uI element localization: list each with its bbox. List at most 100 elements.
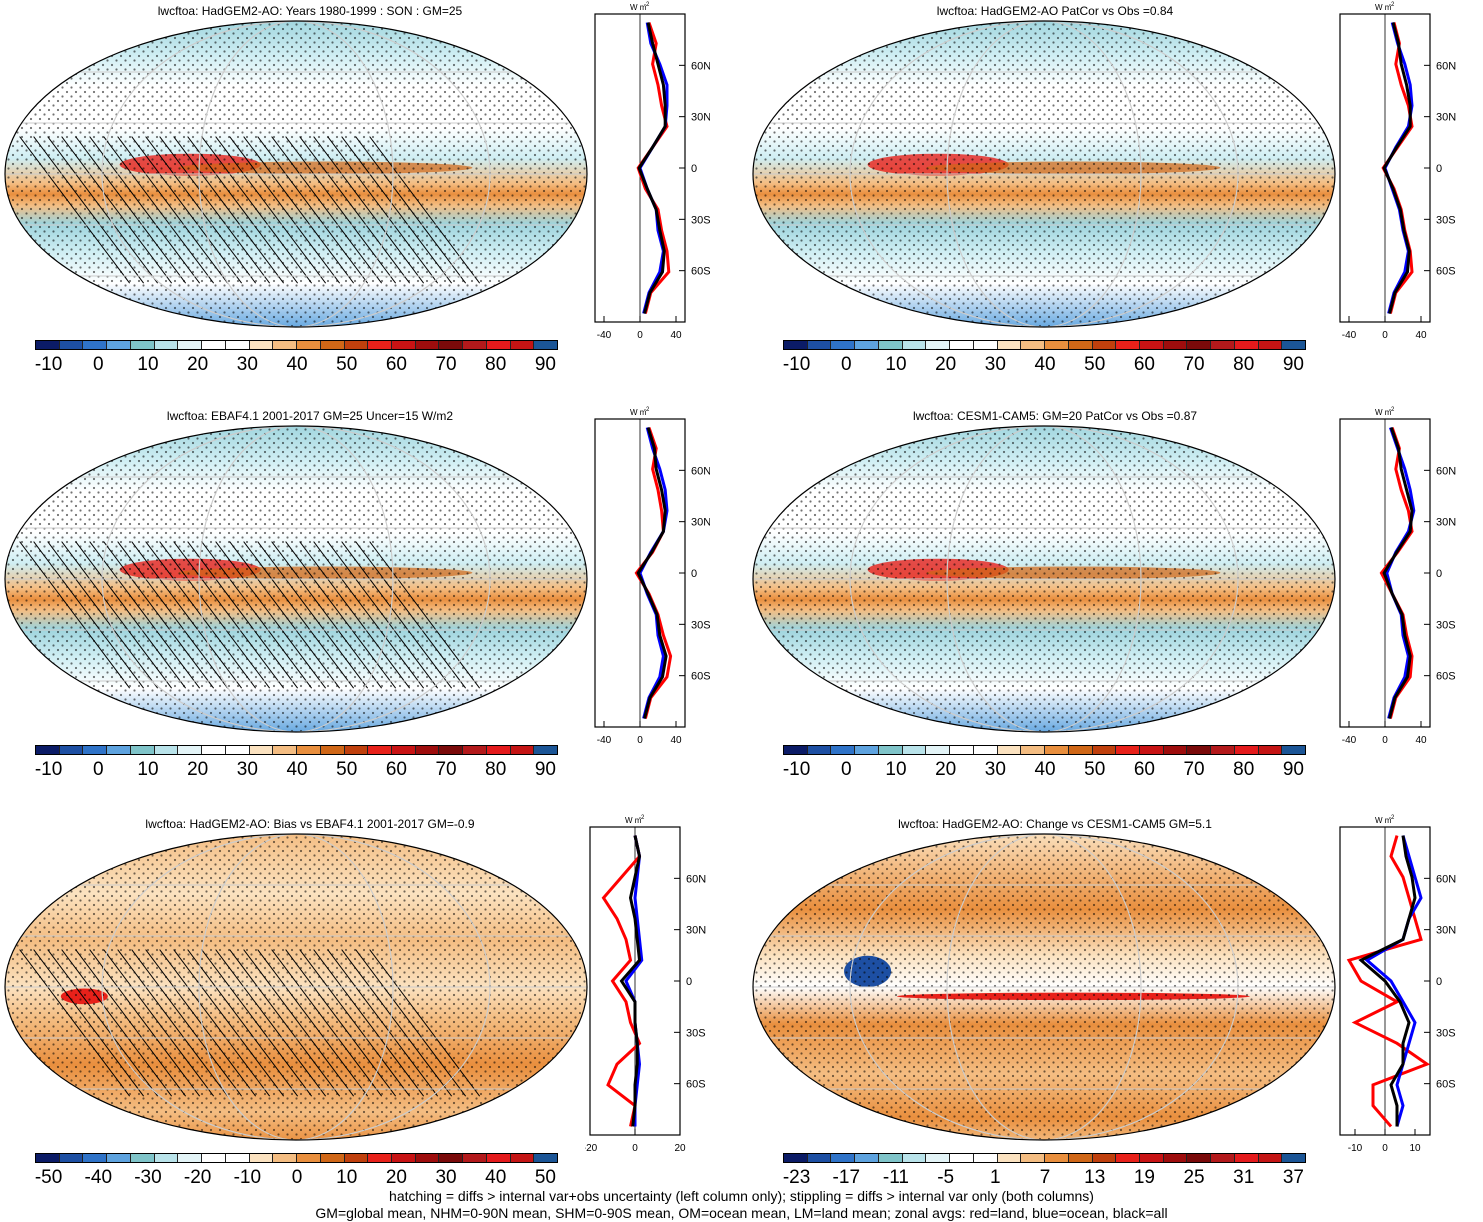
map-border <box>4 20 588 328</box>
colorbar-label: 25 <box>1183 1167 1205 1188</box>
robinson-map <box>4 833 588 1141</box>
colorbar-label: 80 <box>1233 759 1255 780</box>
colorbar-label: 0 <box>92 759 104 780</box>
zonal-curve-land <box>1379 427 1414 719</box>
colorbar-swatch <box>926 746 951 754</box>
panel-4: lwcftoa: CESM1-CAM5: GM=20 PatCor vs Obs… <box>745 405 1483 785</box>
colorbar-label: 20 <box>385 1167 407 1188</box>
x-tick-label: 40 <box>670 735 682 746</box>
footer-note-legend: GM=global mean, NHM=0-90N mean, SHM=0-90… <box>315 1205 1168 1221</box>
colorbar-label: 7 <box>1039 1167 1051 1188</box>
colorbar-label: 70 <box>1183 759 1205 780</box>
lat-label: 0 <box>686 976 692 988</box>
colorbar-swatch <box>1021 746 1046 754</box>
colorbar-swatch <box>1116 746 1141 754</box>
lat-label: 30N <box>686 925 706 937</box>
x-tick-label: 40 <box>1415 735 1427 746</box>
colorbar <box>783 745 1306 755</box>
colorbar-swatch <box>1092 746 1117 754</box>
zonal-mean-plot: W m-2 60N 30N 0 30S 60S -40 0 40 <box>594 2 710 341</box>
colorbar-swatch <box>249 341 274 349</box>
colorbar-label: 60 <box>385 759 407 780</box>
lat-label: 0 <box>1436 568 1442 580</box>
colorbar-swatch <box>463 341 487 349</box>
x-tick-label: 0 <box>637 330 643 341</box>
zonal-curve-ocean <box>1364 835 1423 1127</box>
colorbar-swatch <box>486 341 511 349</box>
colorbar-swatch <box>510 746 535 754</box>
zonal-mean-plot: W m-2 60N 30N 0 30S 60S -40 0 40 <box>1339 2 1456 341</box>
map-title: lwcftoa: EBAF4.1 2001-2017 GM=25 Uncer=1… <box>166 409 454 423</box>
colorbar-swatch <box>320 341 345 349</box>
x-tick-label: 20 <box>674 1143 686 1154</box>
lat-label: 30N <box>1436 925 1456 937</box>
colorbar-label: -23 <box>782 1167 811 1188</box>
colorbar-swatch <box>1116 1154 1141 1162</box>
colorbar-label: 19 <box>1133 1167 1155 1188</box>
colorbar-swatch <box>1092 1154 1117 1162</box>
zonal-unit: W m <box>1375 3 1392 12</box>
lat-label: 60S <box>1436 671 1456 683</box>
colorbar-label: -10 <box>782 354 811 375</box>
zonal-curve-all <box>637 22 667 314</box>
colorbar-label: 0 <box>92 354 104 375</box>
colorbar-label: 90 <box>1282 354 1305 375</box>
colorbar <box>35 340 558 350</box>
graticule <box>5 834 587 1140</box>
colorbar-swatch <box>368 341 393 349</box>
x-tick-label: 0 <box>637 735 643 746</box>
colorbar-label: 20 <box>935 354 957 375</box>
zonal-mean-plot: W m-2 60N 30N 0 30S 60S -20 0 20 <box>585 815 706 1154</box>
x-tick-label: -40 <box>1342 330 1357 341</box>
x-tick-label: -20 <box>585 1143 598 1154</box>
lat-label: 30N <box>691 517 710 529</box>
colorbar-label: 80 <box>485 759 507 780</box>
colorbar-swatch <box>439 341 464 349</box>
hatching <box>19 136 481 284</box>
colorbar-label: -20 <box>183 1167 212 1188</box>
colorbar-label: -11 <box>882 1167 909 1188</box>
colorbar-swatch <box>807 341 832 349</box>
lat-label: 60N <box>1436 60 1456 72</box>
colorbar-swatch <box>36 341 60 349</box>
colorbar-label: 40 <box>1034 354 1056 375</box>
graticule <box>753 21 1335 327</box>
colorbar-swatch <box>878 1154 903 1162</box>
colorbar-swatch <box>1092 341 1117 349</box>
zonal-unit-sup: -2 <box>1389 815 1395 821</box>
colorbar-swatch <box>1045 341 1069 349</box>
zonal-unit: W m <box>625 816 642 825</box>
zonal-curve-land <box>1346 835 1431 1128</box>
colorbar-swatch <box>950 746 974 754</box>
colorbar-label: 70 <box>435 759 457 780</box>
zonal-curve-all <box>1358 835 1417 1127</box>
colorbar <box>35 1153 558 1163</box>
colorbar-swatch <box>107 1154 131 1162</box>
lat-label: 30N <box>1436 517 1456 529</box>
colorbar-swatch <box>1258 341 1283 349</box>
x-tick-label: 0 <box>632 1143 638 1154</box>
colorbar-label: 60 <box>1133 354 1155 375</box>
colorbar-swatch <box>878 341 903 349</box>
lat-label: 60S <box>686 1079 706 1091</box>
colorbar-swatch <box>463 746 487 754</box>
zonal-unit: W m <box>630 3 647 12</box>
colorbar-swatch <box>1140 1154 1164 1162</box>
colorbar-swatch <box>1282 341 1306 349</box>
zonal-curve-all <box>636 427 668 719</box>
zonal-curve-all <box>1382 427 1414 719</box>
graticule <box>753 426 1335 732</box>
colorbar-swatch <box>83 341 108 349</box>
lat-label: 30S <box>691 214 710 226</box>
colorbar-label: 50 <box>336 759 358 780</box>
zonal-curve-land <box>636 22 671 314</box>
footer-note-hatching: hatching = diffs > internal var+obs unce… <box>389 1188 1094 1204</box>
colorbar-swatch <box>997 746 1022 754</box>
colorbar-swatch <box>831 1154 856 1162</box>
colorbar-swatch <box>1021 1154 1046 1162</box>
colorbar-label: 80 <box>485 354 507 375</box>
zonal-unit-sup: -2 <box>644 407 650 413</box>
colorbar-swatch <box>463 1154 487 1162</box>
colorbar-swatch <box>178 746 203 754</box>
colorbar-swatch <box>510 341 535 349</box>
